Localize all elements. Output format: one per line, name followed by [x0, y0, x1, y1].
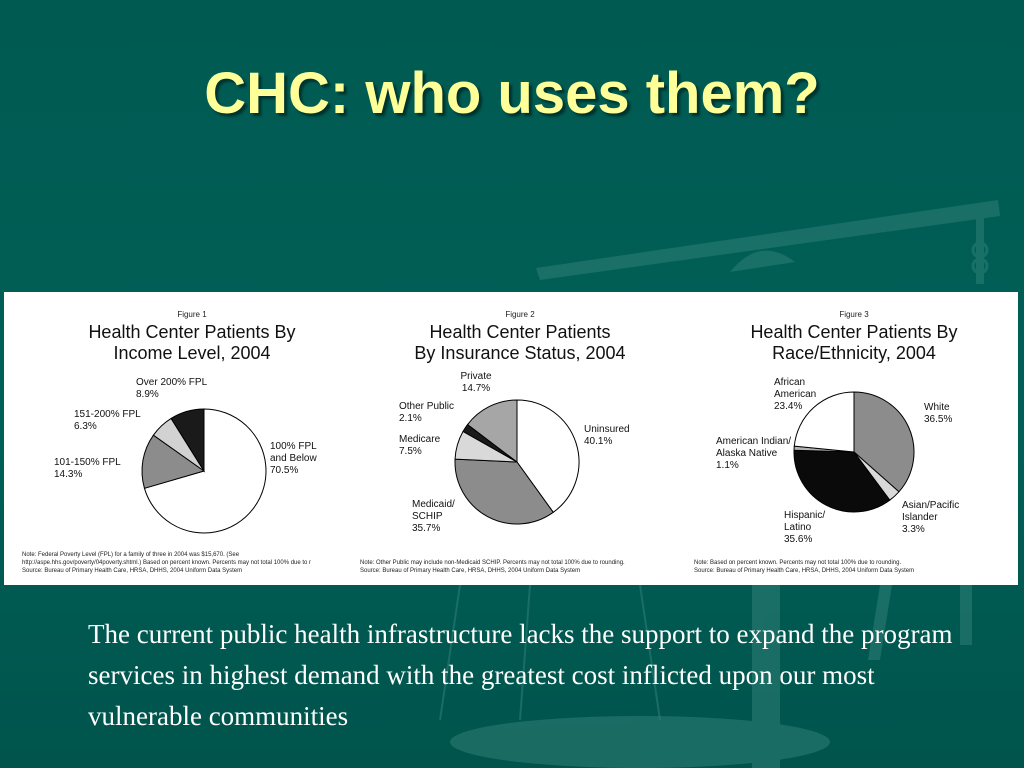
source-note: Source: Bureau of Primary Health Care, H… [22, 568, 242, 574]
slice-label: 70.5% [270, 465, 298, 476]
slice-label: American Indian/ [716, 436, 791, 447]
pie-slice [143, 408, 267, 534]
slice-label: Medicare [399, 434, 441, 445]
chart-title: Income Level, 2004 [113, 343, 270, 363]
slice-label: 1.1% [716, 460, 739, 471]
slice-label: 100% FPL [270, 441, 317, 452]
slice-label: SCHIP [412, 511, 443, 522]
slice-label: 23.4% [774, 401, 802, 412]
source-note: http://aspe.hhs.gov/poverty/04poverty.sh… [22, 560, 311, 566]
slice-label: 35.6% [784, 534, 812, 545]
source-note: Source: Bureau of Primary Health Care, H… [360, 568, 580, 574]
source-note: Note: Other Public may include non-Medic… [360, 560, 625, 566]
slide-title: CHC: who uses them? [204, 61, 820, 126]
pie-slice [793, 449, 891, 513]
slice-label: 14.3% [54, 469, 82, 480]
pie-slice [454, 458, 554, 525]
slice-label: 8.9% [136, 389, 159, 400]
slice-label: 101-150% FPL [54, 457, 121, 468]
chart-title: Health Center Patients By [88, 322, 295, 342]
chart-title: Health Center Patients [429, 322, 610, 342]
slice-label: Uninsured [584, 424, 630, 435]
slice-label: 3.3% [902, 524, 925, 535]
pie-slice [853, 391, 915, 493]
pie-slice [793, 391, 855, 453]
slice-label: Private [460, 371, 492, 382]
pie-slice [141, 434, 206, 489]
chart-title: Health Center Patients By [750, 322, 957, 342]
pie-slice [466, 399, 518, 464]
figure-label: Figure 2 [505, 310, 535, 319]
slice-label: 151-200% FPL [74, 409, 141, 420]
body-paragraph: The current public health infrastructure… [88, 619, 953, 731]
figures-panel: Figure 1 Health Center Patients By Income … [4, 292, 1018, 585]
source-note: Source: Bureau of Primary Health Care, H… [694, 568, 914, 574]
slice-label: Asian/Pacific [902, 500, 959, 511]
chart-title: Race/Ethnicity, 2004 [772, 343, 936, 363]
slice-label: Hispanic/ [784, 510, 825, 521]
slice-label: Over 200% FPL [136, 377, 208, 388]
source-note: Note: Federal Poverty Level (FPL) for a … [22, 552, 240, 558]
slice-label: African [774, 377, 805, 388]
slice-label: Latino [784, 522, 812, 533]
figure-label: Figure 3 [839, 310, 869, 319]
slice-label: Medicaid/ [412, 499, 455, 510]
slice-label: 7.5% [399, 446, 422, 457]
slice-label: 40.1% [584, 436, 612, 447]
chart-title: By Insurance Status, 2004 [414, 343, 625, 363]
pie-slice [516, 399, 580, 513]
slice-label: White [924, 402, 950, 413]
slice-label: Alaska Native [716, 448, 778, 459]
slice-label: Other Public [399, 401, 454, 412]
pie-slice [170, 408, 205, 473]
slice-label: 14.7% [462, 383, 490, 394]
slice-label: 35.7% [412, 523, 440, 534]
slice-label: American [774, 389, 816, 400]
slice-label: 2.1% [399, 413, 422, 424]
slice-label: and Below [270, 453, 317, 464]
slice-label: Islander [902, 512, 938, 523]
source-note: Note: Based on percent known. Percents m… [694, 560, 901, 566]
figure-label: Figure 1 [177, 310, 207, 319]
slice-label: 6.3% [74, 421, 97, 432]
slice-label: 36.5% [924, 414, 952, 425]
